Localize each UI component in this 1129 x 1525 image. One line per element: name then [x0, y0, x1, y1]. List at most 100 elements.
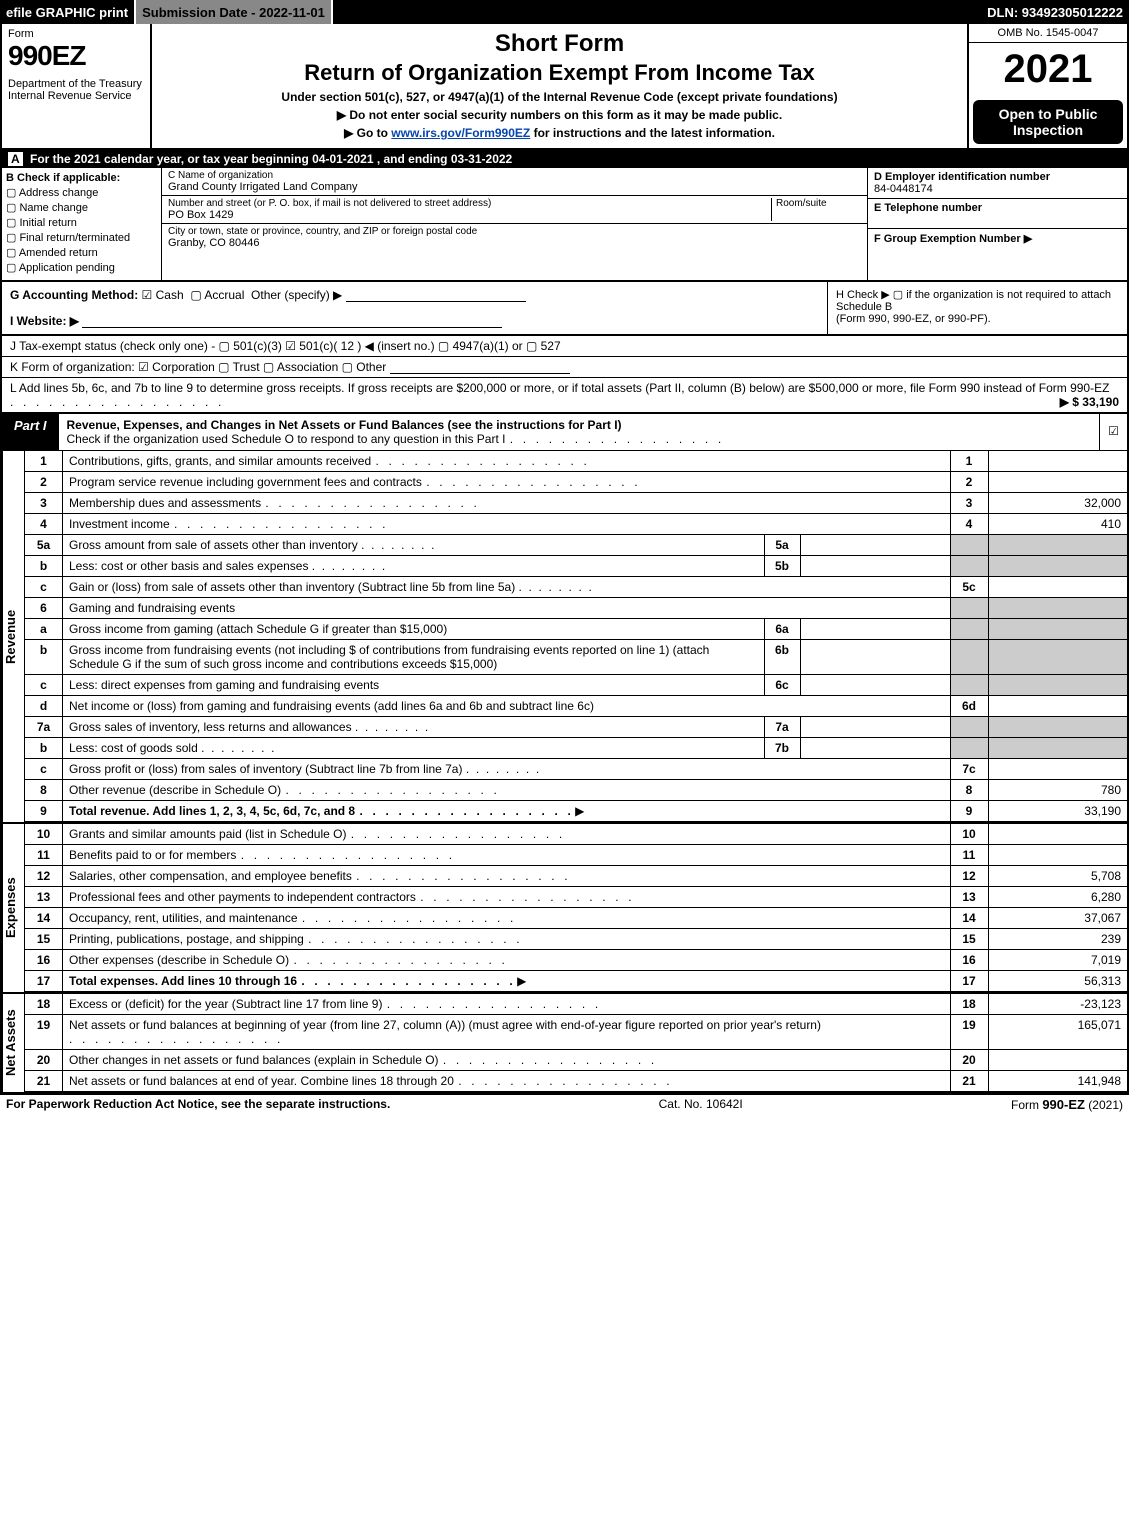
org-name-row: C Name of organization Grand County Irri… [162, 168, 867, 196]
gh-row: G Accounting Method: Cash Accrual Other … [0, 282, 1129, 336]
table-row: cGain or (loss) from sale of assets othe… [25, 577, 1129, 598]
column-c: C Name of organization Grand County Irri… [162, 168, 867, 280]
part1-desc: Revenue, Expenses, and Changes in Net As… [59, 414, 1099, 450]
table-row: 8Other revenue (describe in Schedule O)8… [25, 780, 1129, 801]
table-row: cLess: direct expenses from gaming and f… [25, 675, 1129, 696]
goto-suffix: for instructions and the latest informat… [534, 126, 775, 140]
irs-link[interactable]: www.irs.gov/Form990EZ [391, 126, 530, 140]
table-row: 5aGross amount from sale of assets other… [25, 535, 1129, 556]
part1-subtitle: Check if the organization used Schedule … [67, 432, 723, 446]
form-number: 990EZ [8, 40, 144, 72]
l-text: L Add lines 5b, 6c, and 7b to line 9 to … [10, 381, 1109, 409]
efile-label[interactable]: efile GRAPHIC print [0, 0, 136, 24]
group-exemption-block: F Group Exemption Number ▶ [868, 229, 1127, 248]
part1-tab: Part I [2, 414, 59, 450]
k-text: K Form of organization: ☑ Corporation ▢ … [10, 360, 386, 374]
city-value: Granby, CO 80446 [168, 237, 861, 249]
g-other-line[interactable] [346, 290, 526, 302]
table-row: 20Other changes in net assets or fund ba… [25, 1050, 1129, 1071]
open-public-badge: Open to Public Inspection [973, 100, 1123, 144]
chk-final-return[interactable]: Final return/terminated [6, 231, 157, 244]
expenses-label: Expenses [2, 824, 24, 992]
netassets-section: Net Assets 18Excess or (deficit) for the… [0, 992, 1129, 1094]
footer-left: For Paperwork Reduction Act Notice, see … [6, 1097, 390, 1112]
table-row: 12Salaries, other compensation, and empl… [25, 866, 1129, 887]
k-other-line[interactable] [390, 362, 570, 374]
info-grid: B Check if applicable: Address change Na… [0, 168, 1129, 282]
chk-amended-return[interactable]: Amended return [6, 246, 157, 259]
part1-checkbox[interactable]: ☑ [1099, 414, 1127, 450]
table-row: 19Net assets or fund balances at beginni… [25, 1015, 1129, 1050]
group-exemption-label: F Group Exemption Number ▶ [874, 233, 1032, 245]
dln-label: DLN: 93492305012222 [981, 0, 1129, 24]
expenses-table: 10Grants and similar amounts paid (list … [24, 824, 1129, 992]
netassets-label: Net Assets [2, 994, 24, 1092]
g-label: G Accounting Method: [10, 288, 138, 302]
i-label: I Website: ▶ [10, 314, 79, 328]
table-row: 1Contributions, gifts, grants, and simil… [25, 451, 1129, 472]
website-line[interactable] [82, 316, 502, 328]
j-row: J Tax-exempt status (check only one) - ▢… [0, 336, 1129, 357]
chk-name-change[interactable]: Name change [6, 201, 157, 214]
subtitle-ssn: ▶ Do not enter social security numbers o… [160, 108, 959, 122]
l-row: L Add lines 5b, 6c, and 7b to line 9 to … [0, 378, 1129, 414]
top-bar: efile GRAPHIC print Submission Date - 20… [0, 0, 1129, 24]
chk-accrual[interactable]: Accrual [190, 288, 244, 302]
column-b: B Check if applicable: Address change Na… [2, 168, 162, 280]
chk-initial-return[interactable]: Initial return [6, 216, 157, 229]
goto-prefix: ▶ Go to [344, 126, 391, 140]
submission-date-label: Submission Date - 2022-11-01 [142, 5, 325, 20]
table-row: 11Benefits paid to or for members11 [25, 845, 1129, 866]
ein-block: D Employer identification number 84-0448… [868, 168, 1127, 199]
table-row: bLess: cost or other basis and sales exp… [25, 556, 1129, 577]
street-row: Number and street (or P. O. box, if mail… [162, 196, 867, 224]
chk-address-change[interactable]: Address change [6, 186, 157, 199]
dept-label: Department of the Treasury Internal Reve… [8, 78, 144, 102]
letter-a: A [8, 152, 23, 166]
tax-year: 2021 [969, 43, 1127, 96]
part1-header: Part I Revenue, Expenses, and Changes in… [0, 414, 1129, 451]
table-row: 10Grants and similar amounts paid (list … [25, 824, 1129, 845]
j-text: J Tax-exempt status (check only one) - ▢… [10, 339, 561, 353]
section-a-text: For the 2021 calendar year, or tax year … [30, 152, 512, 166]
table-row: 21Net assets or fund balances at end of … [25, 1071, 1129, 1092]
omb-number: OMB No. 1545-0047 [969, 24, 1127, 43]
table-row: 15Printing, publications, postage, and s… [25, 929, 1129, 950]
h-text2: (Form 990, 990-EZ, or 990-PF). [836, 313, 1119, 325]
chk-cash[interactable]: Cash [142, 288, 184, 302]
title-return: Return of Organization Exempt From Incom… [160, 60, 959, 86]
netassets-table: 18Excess or (deficit) for the year (Subt… [24, 994, 1129, 1092]
telephone-label: E Telephone number [874, 202, 1121, 214]
line-amount [988, 451, 1128, 472]
topbar-spacer [333, 0, 981, 24]
line-rnum: 1 [950, 451, 988, 472]
g-row: G Accounting Method: Cash Accrual Other … [10, 288, 819, 302]
line-num: 1 [25, 451, 63, 472]
street-label: Number and street (or P. O. box, if mail… [168, 198, 771, 209]
page-footer: For Paperwork Reduction Act Notice, see … [0, 1094, 1129, 1114]
g-other: Other (specify) ▶ [251, 288, 342, 302]
part1-title: Revenue, Expenses, and Changes in Net As… [67, 418, 622, 432]
table-row: 2Program service revenue including gover… [25, 472, 1129, 493]
subtitle-section: Under section 501(c), 527, or 4947(a)(1)… [160, 90, 959, 104]
ein-value: 84-0448174 [874, 183, 1121, 195]
revenue-label: Revenue [2, 451, 24, 822]
submission-date: Submission Date - 2022-11-01 [136, 0, 333, 24]
table-row: 4Investment income4410 [25, 514, 1129, 535]
subtitle-goto: ▶ Go to www.irs.gov/Form990EZ for instru… [160, 126, 959, 140]
table-row: 16Other expenses (describe in Schedule O… [25, 950, 1129, 971]
room-suite-label: Room/suite [771, 198, 861, 221]
chk-application-pending[interactable]: Application pending [6, 261, 157, 274]
table-row: 17Total expenses. Add lines 10 through 1… [25, 971, 1129, 992]
table-row: 9Total revenue. Add lines 1, 2, 3, 4, 5c… [25, 801, 1129, 822]
table-row: 6Gaming and fundraising events [25, 598, 1129, 619]
revenue-table: 1Contributions, gifts, grants, and simil… [24, 451, 1129, 822]
header-middle: Short Form Return of Organization Exempt… [152, 24, 967, 148]
h-text1: H Check ▶ ▢ if the organization is not r… [836, 288, 1119, 313]
table-row: dNet income or (loss) from gaming and fu… [25, 696, 1129, 717]
h-block: H Check ▶ ▢ if the organization is not r… [827, 282, 1127, 334]
telephone-block: E Telephone number [868, 199, 1127, 229]
column-de: D Employer identification number 84-0448… [867, 168, 1127, 280]
i-row: I Website: ▶ [10, 314, 819, 328]
g-i-block: G Accounting Method: Cash Accrual Other … [2, 282, 827, 334]
